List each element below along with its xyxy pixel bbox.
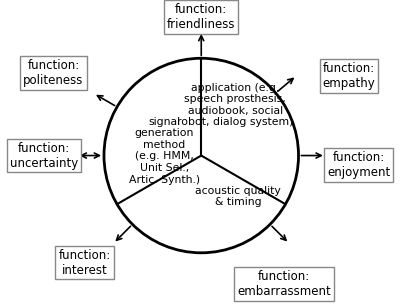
Text: function:
enjoyment: function: enjoyment (327, 151, 390, 179)
Text: function:
uncertainty: function: uncertainty (10, 142, 78, 169)
Text: function:
embarrassment: function: embarrassment (237, 270, 331, 298)
Text: acoustic quality
& timing: acoustic quality & timing (195, 186, 281, 207)
Text: function:
friendliness: function: friendliness (167, 3, 236, 31)
Text: application (e.g.
speech prosthesis,
audiobook, social
robot, dialog system): application (e.g. speech prosthesis, aud… (177, 83, 294, 127)
Text: function:
politeness: function: politeness (23, 59, 84, 87)
Text: signal
generation
method
(e.g. HMM,
Unit Sel.,
Artic. Synth.): signal generation method (e.g. HMM, Unit… (129, 117, 200, 185)
Circle shape (104, 58, 298, 253)
Text: function:
interest: function: interest (58, 249, 111, 277)
Text: function:
empathy: function: empathy (323, 62, 376, 90)
